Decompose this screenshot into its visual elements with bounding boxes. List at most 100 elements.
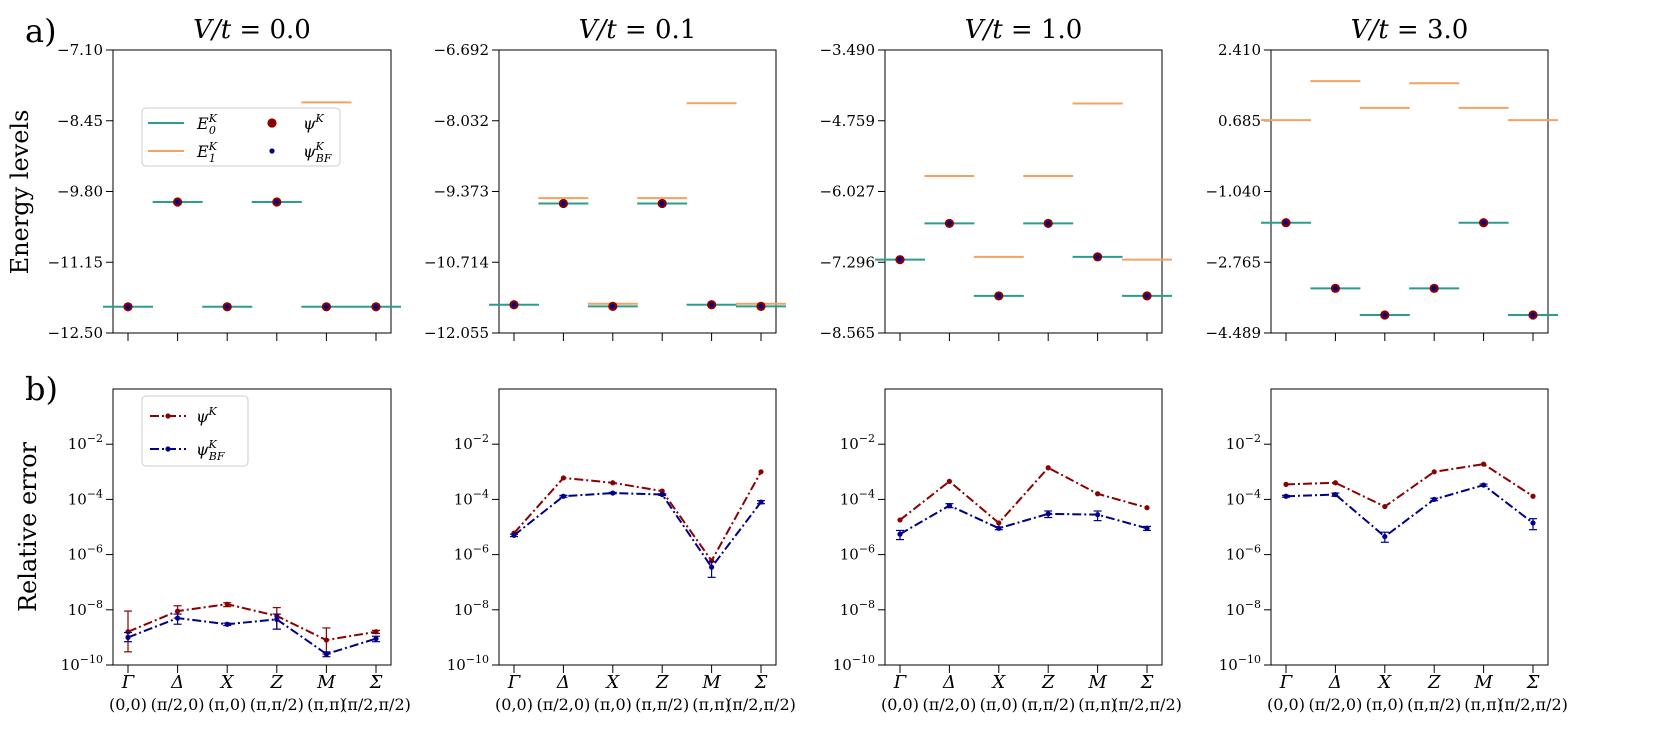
tick-exp: −10 (1238, 653, 1261, 666)
x-tick-coord-0: (0,0) (881, 695, 919, 714)
psiBF-point (1382, 312, 1388, 318)
x-tick-coord-1: (π/2,0) (536, 695, 590, 714)
x-tick-label-5: Σ (369, 672, 383, 693)
psiBF-point (1333, 285, 1338, 291)
legend-sup: K (315, 140, 325, 153)
psiBF-marker (1144, 525, 1150, 531)
psiBF-marker (1045, 511, 1051, 517)
plot-frame (884, 388, 1163, 666)
x-tick-label-1: Δ (942, 672, 956, 693)
psiBF-point (125, 304, 131, 310)
title-symbol: V/t (579, 15, 618, 45)
y-tick-label: 10−4 (68, 487, 103, 508)
psiBF-marker (1332, 491, 1338, 498)
x-tick-coord-3: (π,π/2) (1407, 695, 1461, 714)
x-tick-coord-5: (π/2,π/2) (341, 695, 411, 714)
psiBF-marker (946, 502, 953, 509)
tick-base: 10 (68, 435, 87, 453)
x-tick-coord-0: (0,0) (1267, 695, 1305, 714)
tick-exp: −10 (466, 653, 489, 666)
legend-sup: K (208, 112, 218, 125)
psiBF-marker (373, 636, 379, 642)
tick-base: 10 (833, 656, 852, 674)
psiBF-point (373, 304, 379, 310)
x-tick-label-0: Γ (1279, 672, 1294, 693)
tick-exp: −6 (473, 543, 489, 556)
y-tick-label: 10−2 (454, 432, 489, 453)
psiBF-point (758, 303, 764, 309)
tick-base: 10 (68, 546, 87, 564)
legend-box (141, 107, 341, 167)
energy-panel-3: 2.410 0.685 −1.040 −2.765 −4.489 (1205, 41, 1558, 342)
psiK-marker (224, 601, 230, 607)
tick-exp: −2 (859, 432, 875, 445)
x-tick-coord-4: (π,π) (1464, 695, 1503, 714)
panel-title: V/t = 0.1 (579, 15, 697, 45)
error-panel-1: 10−210−410−610−810−10Γ(0,0)Δ(π/2,0)X(π,0… (447, 388, 796, 714)
error-panel-3: 10−210−410−610−810−10Γ(0,0)Δ(π/2,0)X(π,0… (1219, 388, 1568, 714)
tick-exp: −8 (859, 598, 875, 611)
x-tick-label-4: M (701, 672, 721, 693)
psiBF-point (1283, 220, 1289, 226)
psiBF-marker (996, 525, 1002, 531)
y-tick-label: −11.15 (47, 253, 103, 271)
tick-exp: −2 (1245, 432, 1261, 445)
x-tick-label-0: Γ (121, 672, 136, 693)
y-tick-label: 10−4 (1226, 487, 1261, 508)
y-tick-label: 10−2 (68, 432, 103, 453)
tick-base: 10 (61, 656, 80, 674)
x-tick-coord-2: (π,0) (980, 695, 1018, 714)
plot-frame (1270, 388, 1549, 666)
legend-sup: K (208, 405, 218, 418)
tick-exp: −4 (1245, 487, 1261, 500)
error-panel-2: 10−210−410−610−810−10Γ(0,0)Δ(π/2,0)X(π,0… (833, 388, 1182, 714)
legend-box (141, 395, 249, 467)
tick-exp: −8 (473, 598, 489, 611)
psiBF-marker (1431, 496, 1437, 502)
y-tick-label: 10−6 (454, 543, 489, 564)
x-tick-label-1: Δ (556, 672, 570, 693)
psiBF-point (561, 201, 566, 206)
plot-frame (498, 388, 777, 666)
y-tick-label: −8.565 (819, 324, 875, 342)
psiK-marker (1382, 503, 1388, 510)
tick-exp: −2 (87, 432, 103, 445)
y-tick-label: 10−8 (454, 598, 489, 619)
x-tick-label-3: Z (270, 672, 284, 693)
y-tick-label: 10−8 (68, 598, 103, 619)
psiBF-marker (758, 499, 764, 505)
legend-symbol: ψ (196, 440, 209, 459)
legend-label-3: ψK BF (303, 140, 332, 165)
y-tick-label: 10−2 (840, 432, 875, 453)
legend-sub: 0 (209, 124, 216, 137)
x-tick-label-2: X (219, 672, 235, 693)
psiK-marker (1481, 461, 1487, 467)
x-tick-label-3: Z (655, 672, 669, 693)
y-tick-label: 10−6 (1226, 543, 1261, 564)
title-value: = 0.0 (231, 15, 311, 45)
psiBF-point (610, 303, 616, 309)
y-tick-label: 2.410 (1218, 41, 1261, 59)
psiBF-marker (1530, 520, 1536, 526)
psiBF-marker (274, 616, 280, 622)
psiK-marker (1283, 481, 1289, 487)
x-tick-label-2: X (990, 672, 1006, 693)
y-tick-label: 10−4 (454, 487, 489, 508)
psiBF-line (513, 492, 762, 569)
legend-label-0: ψK (196, 405, 218, 426)
psiBF-marker (709, 564, 715, 570)
psiBF-line (899, 504, 1148, 536)
tick-exp: −2 (473, 432, 489, 445)
y-tick-label: 10−8 (840, 598, 875, 619)
x-tick-label-2: X (1376, 672, 1392, 693)
legend-symbol: ψ (303, 142, 316, 161)
legend-marker-swatch (165, 446, 171, 452)
x-tick-coord-3: (π,π/2) (1021, 695, 1075, 714)
tick-base: 10 (454, 490, 473, 508)
psiK-marker (175, 608, 181, 614)
psiBF-point (947, 221, 952, 226)
psiBF-point (996, 293, 1002, 299)
tick-base: 10 (68, 601, 87, 619)
error-panel-0: 10−210−410−610−810−10Γ(0,0)Δ(π/2,0)X(π,0… (61, 388, 411, 714)
